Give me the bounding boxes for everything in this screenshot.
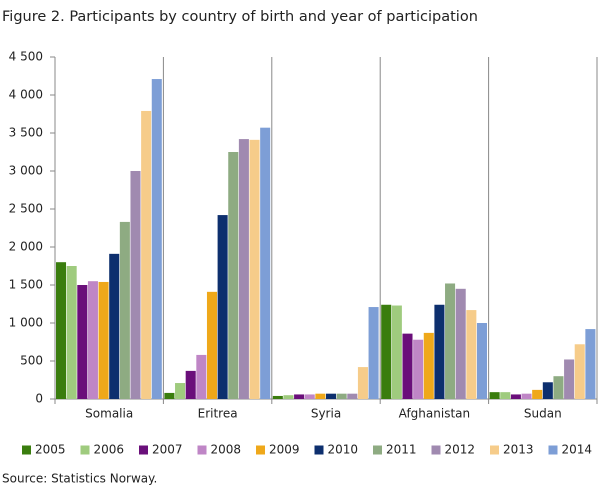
bar [553,376,564,399]
legend-swatch [197,445,207,455]
bar [98,281,109,399]
bar [185,370,196,399]
bar [175,383,186,399]
x-tick-label: Afghanistan [399,407,470,421]
y-tick-label: 500 [20,354,43,368]
legend-swatch [373,445,382,455]
bar [455,288,466,399]
legend-swatch [314,445,324,455]
bar [347,393,358,399]
bar [66,266,77,399]
bar [228,152,239,399]
y-tick-label: 3 000 [9,164,43,178]
bar [130,171,141,399]
source-note: Source: Statistics Norway. [2,472,157,486]
bar [413,339,424,399]
bar [381,304,392,399]
y-tick-label: 4 500 [9,50,43,64]
bar [249,139,260,399]
bar [391,305,402,399]
bar [521,393,532,399]
bar [109,253,120,399]
x-tick-label: Sudan [524,407,562,421]
legend-swatch [490,445,499,455]
y-tick-label: 4 000 [9,88,43,102]
bar [423,332,434,399]
legend-swatch [139,445,148,455]
bar [260,127,271,400]
legend-label: 2008 [211,443,242,457]
bar [151,79,162,399]
bar [357,367,368,399]
bar [87,281,98,399]
bar [304,394,315,399]
legend-label: 2010 [328,443,359,457]
bar [119,221,130,399]
bar [564,359,575,399]
bar [164,392,175,399]
bar [272,395,283,399]
bar [336,393,347,399]
bar [326,393,337,399]
legend-swatch [256,445,265,455]
legend-label: 2012 [445,443,476,457]
bar [542,382,553,399]
bar [283,395,294,399]
y-tick-label: 2 000 [9,240,43,254]
bar [434,304,445,399]
bar [56,262,67,399]
legend-swatch [22,445,31,455]
bar [445,283,456,399]
bar [489,392,500,399]
bar [476,323,487,399]
legend-label: 2007 [152,443,183,457]
bar [196,354,207,399]
bar [585,329,596,399]
bar [532,389,543,399]
y-tick-label: 0 [35,392,43,406]
chart-title: Figure 2. Participants by country of bir… [2,9,478,25]
bar [206,291,217,399]
y-tick-label: 3 500 [9,126,43,140]
legend-swatch [80,445,90,455]
bar [574,344,585,399]
x-tick-label: Somalia [85,407,133,421]
bar [217,215,228,399]
legend-label: 2013 [503,443,534,457]
legend-label: 2005 [35,443,66,457]
bar [294,394,305,399]
bar [402,333,413,399]
bar [315,393,326,399]
bar [77,285,88,399]
legend-label: 2006 [94,443,125,457]
y-tick-label: 2 500 [9,202,43,216]
legend-swatch [431,445,441,455]
legend-swatch [548,445,558,455]
bar [500,392,511,399]
y-tick-label: 1 500 [9,278,43,292]
y-tick-label: 1 000 [9,316,43,330]
legend-label: 2009 [269,443,300,457]
legend-label: 2011 [386,443,417,457]
bar [510,394,521,399]
x-tick-label: Syria [311,407,341,421]
bar [368,307,379,399]
bar [466,310,477,399]
legend-label: 2014 [562,443,593,457]
bar [141,110,152,400]
x-tick-label: Eritrea [198,407,238,421]
bar [238,139,249,399]
